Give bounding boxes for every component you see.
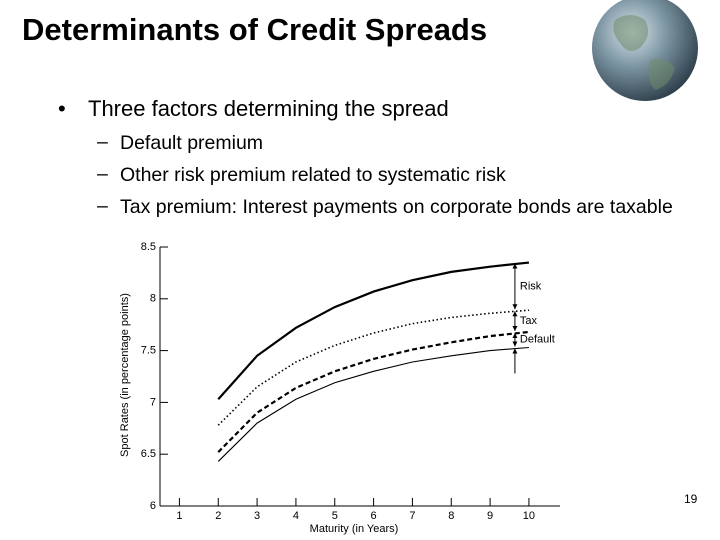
x-tick-label: 10: [523, 510, 535, 522]
arrow-head: [512, 332, 518, 338]
y-axis-title: Spot Rates (in percentage points): [119, 293, 131, 457]
arrow-head: [512, 348, 518, 354]
chart: Spot Rates (in percentage points) Maturi…: [112, 235, 567, 540]
arrow-head: [512, 311, 518, 317]
sub-bullet-text: Other risk premium related to systematic…: [120, 164, 506, 186]
x-tick-label: 6: [371, 510, 377, 522]
annotation: Risk: [520, 280, 542, 292]
y-tick-label: 6.5: [141, 448, 156, 460]
x-tick-label: 9: [487, 510, 493, 522]
page-number: 19: [684, 492, 698, 506]
x-tick-label: 3: [254, 510, 260, 522]
y-tick-label: 6: [150, 500, 156, 512]
y-tick-label: 7.5: [141, 345, 156, 357]
x-tick-label: 8: [448, 510, 454, 522]
sub-bullet-text: Tax premium: Interest payments on corpor…: [120, 196, 673, 218]
arrow-head: [512, 263, 518, 269]
sub-bullet-text: Default premium: [120, 132, 264, 154]
series-line: [217, 346, 529, 462]
x-tick-label: 1: [176, 510, 182, 522]
x-tick-label: 5: [332, 510, 338, 522]
x-tick-label: 2: [215, 510, 221, 522]
y-tick-label: 8.5: [141, 241, 156, 253]
annotation: Default: [520, 334, 555, 346]
arrow-head: [512, 325, 518, 331]
bullet-text: Three factors determining the spread: [88, 96, 449, 121]
slide-title: Determinants of Credit Spreads: [22, 12, 488, 47]
y-tick-label: 8: [150, 293, 156, 305]
arrow-head: [512, 341, 518, 347]
x-tick-label: 4: [293, 510, 299, 522]
series-line: [217, 309, 529, 426]
x-tick-label: 7: [409, 510, 415, 522]
y-tick-label: 7: [150, 396, 156, 408]
series-line: [217, 330, 530, 453]
series-line: [217, 261, 530, 401]
globe: [592, 0, 698, 101]
annotation: Tax: [520, 315, 538, 327]
arrow-head: [512, 304, 518, 310]
globe-land: [613, 15, 675, 90]
x-axis-title: Maturity (in Years): [310, 523, 399, 535]
